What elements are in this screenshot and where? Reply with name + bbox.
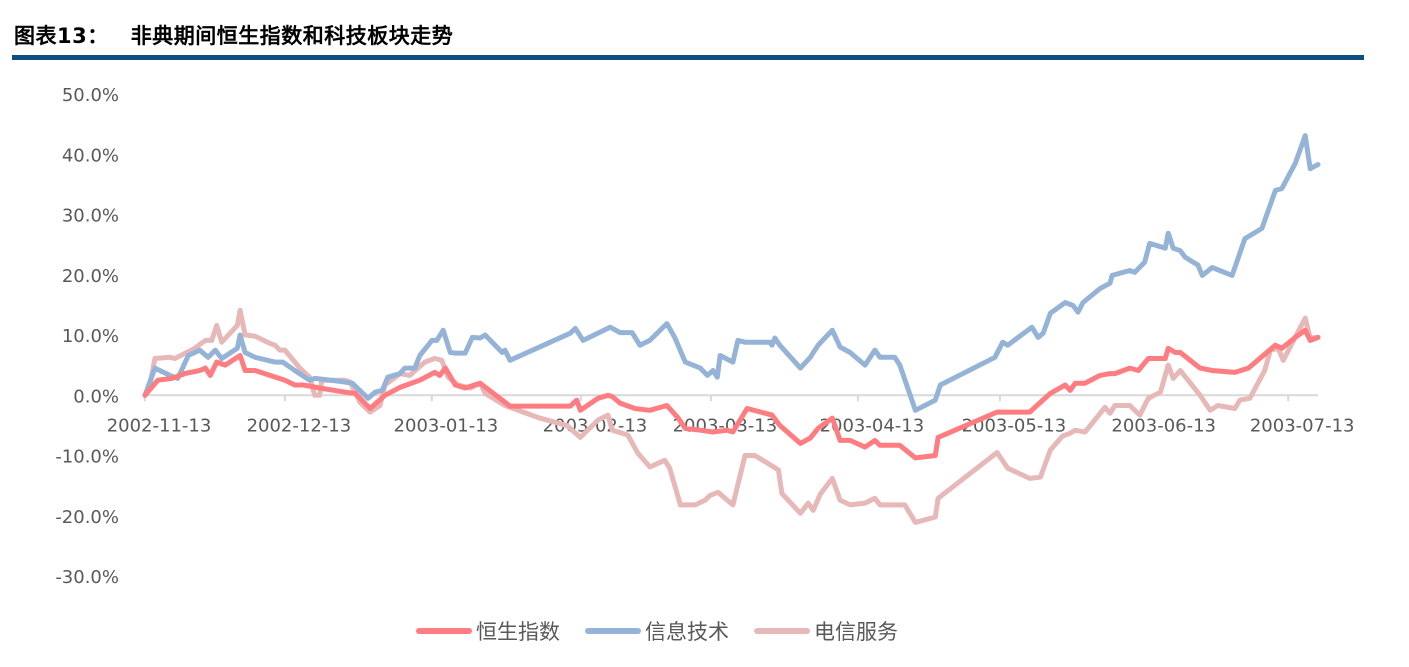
y-tick-label: 0.0% <box>73 386 119 407</box>
legend-item-0: 恒生指数 <box>416 620 560 644</box>
x-tick-label: 2003-04-13 <box>820 415 925 436</box>
chart-title: 图表13： 非典期间恒生指数和科技板块走势 <box>14 20 453 50</box>
legend-item-1: 信息技术 <box>585 620 729 644</box>
figure-label: 图表13： <box>14 24 109 48</box>
y-tick-label: 50.0% <box>62 85 119 106</box>
y-tick-label: 20.0% <box>62 266 119 287</box>
y-axis: 50.0% 40.0% 30.0% 20.0% 10.0% 0.0% -10.0% -20.0… <box>55 85 119 588</box>
series-line-1 <box>142 133 1321 413</box>
figure-title: 非典期间恒生指数和科技板块走势 <box>130 24 454 48</box>
series-line-2 <box>142 307 1321 525</box>
y-tick-label: 40.0% <box>62 145 119 166</box>
legend-label: 信息技术 <box>645 620 729 644</box>
legend: 恒生指数 信息技术 电信服务 <box>416 620 898 644</box>
x-tick-label: 2003-07-13 <box>1250 415 1355 436</box>
legend-item-2: 电信服务 <box>754 620 898 644</box>
y-tick-label: -20.0% <box>55 507 119 528</box>
x-axis: 2002-11-13 2002-12-13 2003-01-13 2003-02-13… <box>107 395 1355 436</box>
title-rule <box>12 55 1364 60</box>
y-tick-label: 10.0% <box>62 326 119 347</box>
y-tick-label: 30.0% <box>62 206 119 227</box>
x-tick-label: 2003-03-13 <box>673 415 778 436</box>
x-tick-label: 2002-12-13 <box>247 415 352 436</box>
series-lines <box>142 133 1321 525</box>
legend-label: 电信服务 <box>814 620 898 644</box>
x-tick-label: 2003-06-13 <box>1111 415 1216 436</box>
y-tick-label: -10.0% <box>55 447 119 468</box>
legend-label: 恒生指数 <box>476 620 560 644</box>
series-line-0 <box>142 327 1321 461</box>
y-tick-label: -30.0% <box>55 567 119 588</box>
x-tick-label: 2002-11-13 <box>107 415 212 436</box>
x-tick-label: 2003-05-13 <box>962 415 1067 436</box>
x-tick-label: 2003-01-13 <box>394 415 499 436</box>
